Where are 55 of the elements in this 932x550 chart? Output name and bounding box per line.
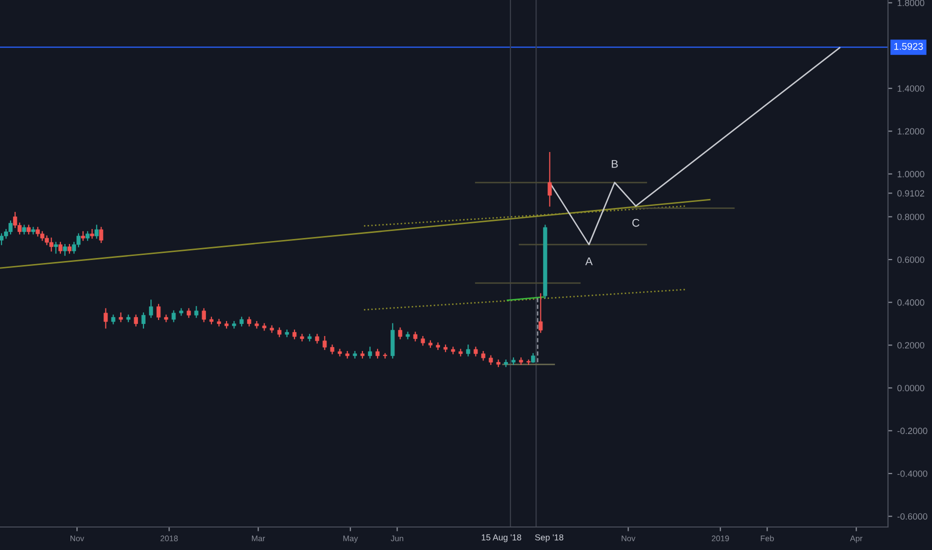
candlestick [172, 310, 176, 322]
candlestick [538, 293, 543, 333]
candlestick [398, 327, 402, 340]
y-tick-label: 1.2000 [898, 128, 924, 135]
annotation: C [632, 218, 640, 227]
candlestick [202, 308, 206, 322]
line-series [549, 47, 840, 246]
candlestick [194, 306, 198, 318]
x-tick-label: Jun [390, 536, 404, 542]
candlestick [141, 312, 146, 329]
y-tick-label: 0.6000 [897, 256, 924, 263]
candlestick [58, 242, 62, 254]
candlestick [134, 314, 138, 326]
candlestick [149, 300, 154, 318]
y-tick-label: 0.8000 [897, 214, 924, 220]
y-tick-label: -0.2000 [897, 428, 928, 434]
y-tick-label: 0.4000 [897, 299, 924, 306]
candlestick [179, 308, 184, 316]
annotation: A [585, 257, 593, 266]
annotation: B [612, 160, 618, 168]
candlestick [254, 321, 259, 329]
x-tick-label: May [343, 536, 358, 543]
x-tick-label: Nov [70, 536, 84, 542]
ref-line-label: 15 Aug '18 [482, 534, 522, 542]
y-tick-label: 0.2000 [897, 342, 924, 348]
candlestick [338, 348, 342, 356]
candlestick [104, 308, 108, 329]
candlestick [62, 244, 67, 256]
x-tick-label: 2018 [160, 536, 178, 542]
y-tick-label: 0.0000 [897, 384, 924, 392]
candlestick [368, 346, 372, 359]
ref-line-label: 1.5923 [894, 42, 923, 50]
ref-line-label: Sep '18 [535, 534, 564, 542]
candlestick [0, 233, 4, 246]
y-tick-label: -0.4000 [897, 470, 928, 477]
x-tick-label: Apr [850, 536, 862, 543]
y-tick-label: 0.9102 [897, 190, 924, 197]
candlestick [466, 344, 470, 356]
y-tick-label: 1.4000 [898, 85, 924, 92]
x-tick-label: 2019 [712, 536, 729, 542]
candlestick [406, 332, 410, 340]
candlestick [262, 323, 266, 331]
candlestick [322, 336, 327, 350]
candlestick [31, 226, 36, 234]
y-tick-label: -0.6000 [897, 513, 928, 520]
candlestick [54, 242, 58, 254]
candlestick [94, 224, 99, 239]
candlestick [99, 226, 104, 243]
x-tick-label: Mar [252, 536, 266, 542]
candlestick [156, 304, 161, 320]
candlestick [548, 152, 552, 207]
y-tick-label: 1.0000 [898, 170, 924, 178]
x-tick-label: Nov [622, 536, 636, 542]
x-tick-label: Feb [760, 535, 774, 542]
y-tick-label: 1.8000 [898, 0, 924, 6]
